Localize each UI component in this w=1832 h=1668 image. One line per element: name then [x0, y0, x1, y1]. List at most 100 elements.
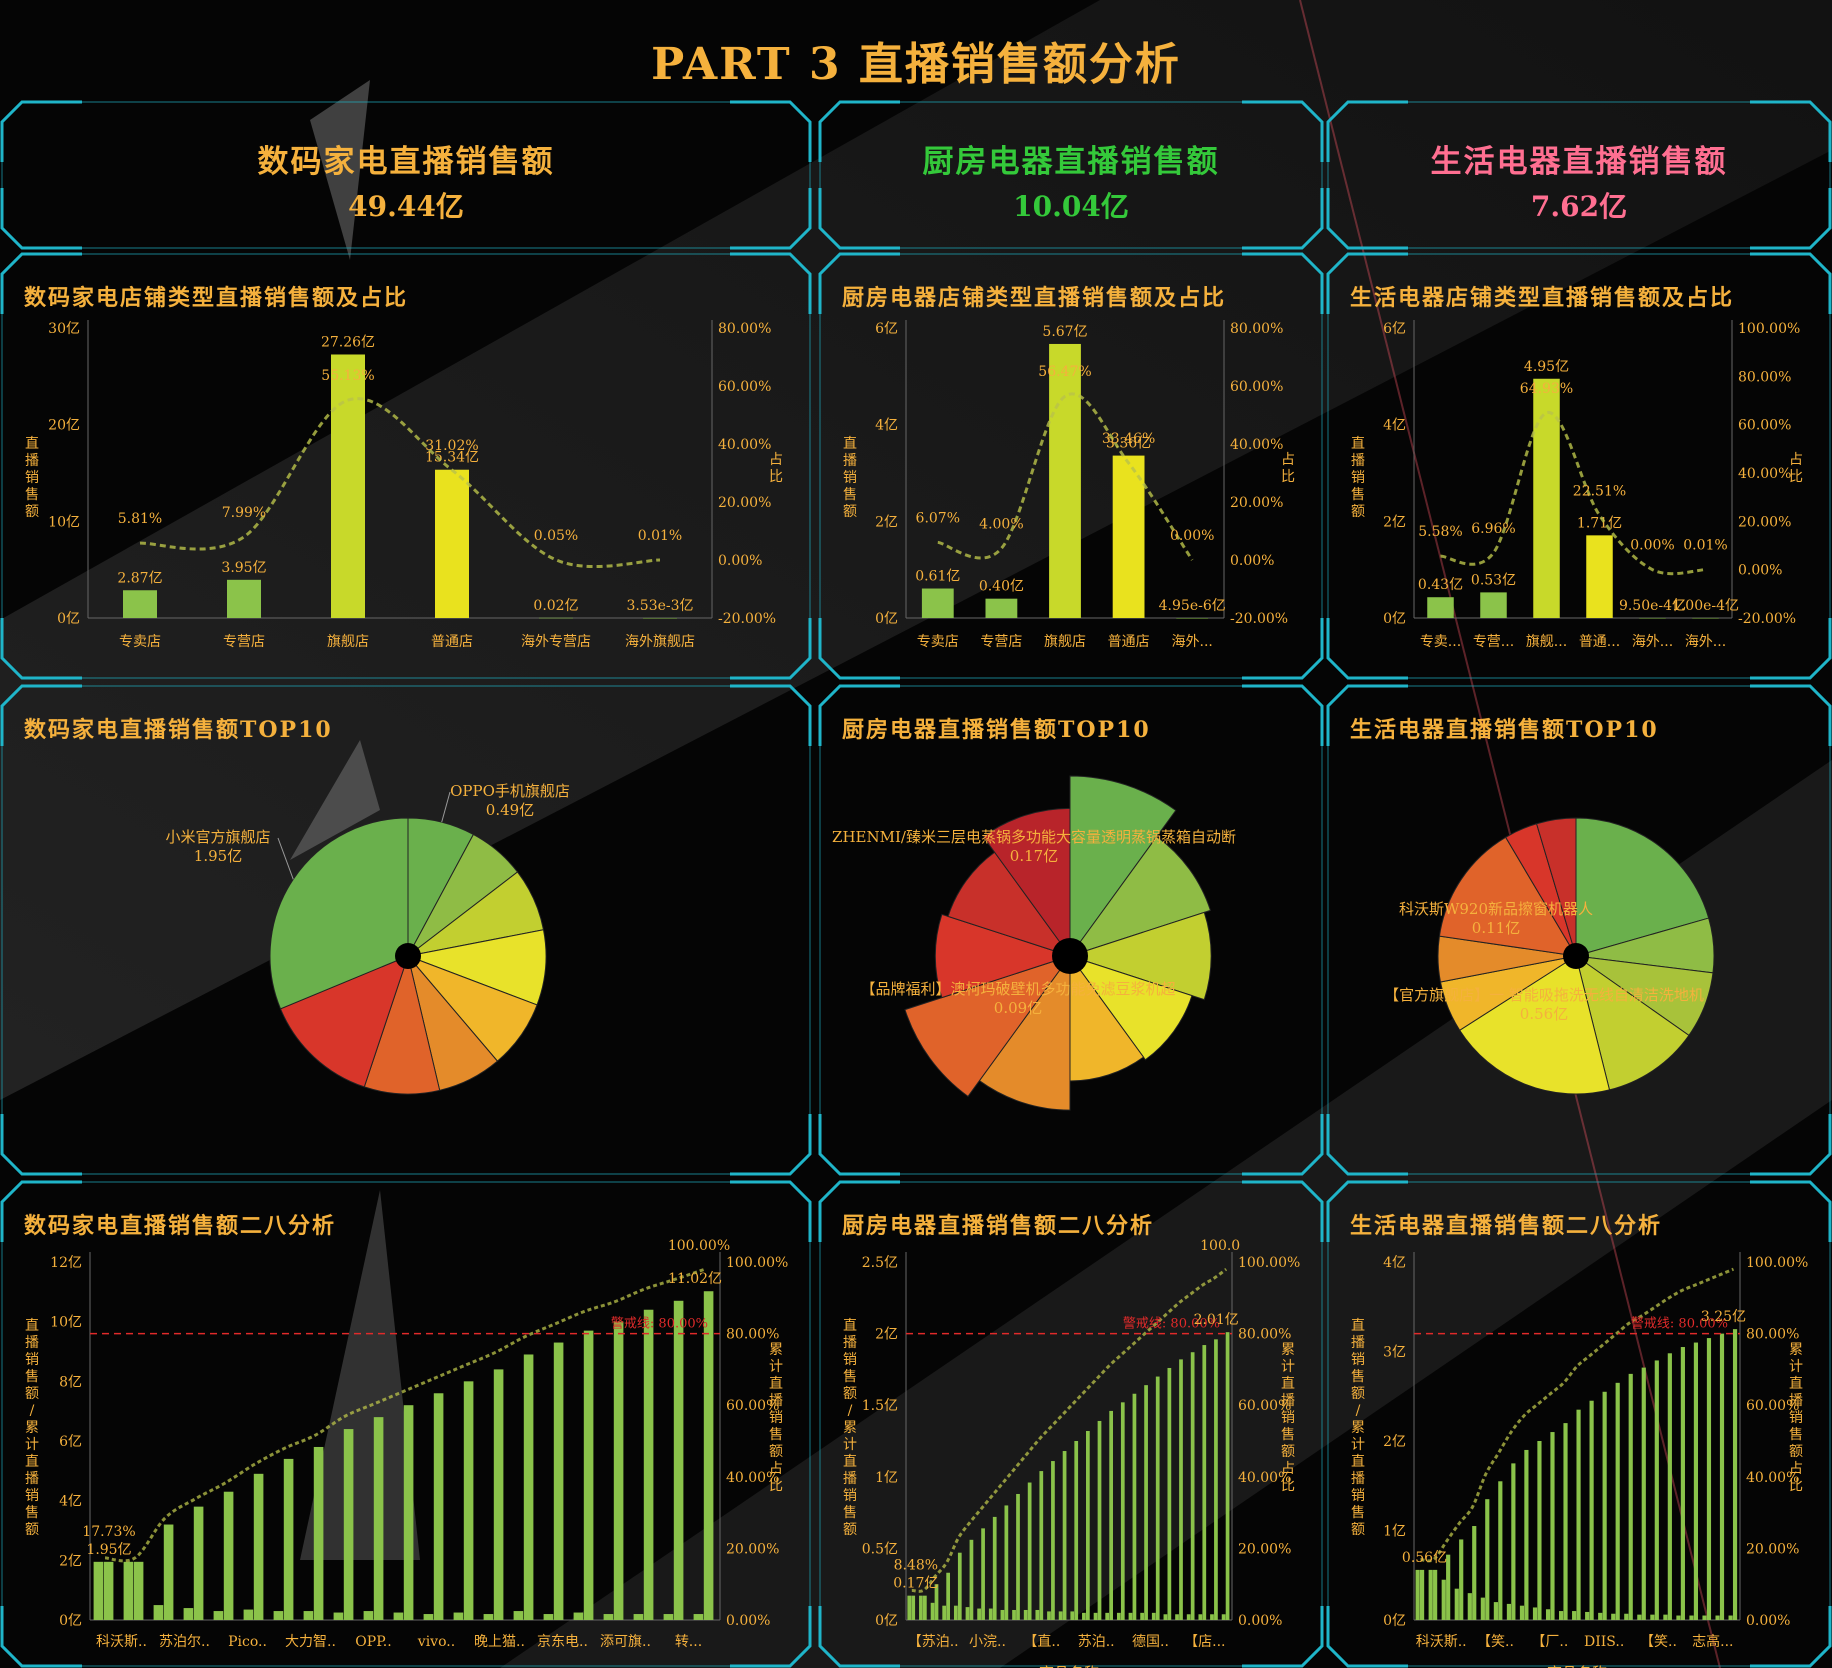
- y2-axis-title: 累: [769, 1342, 783, 1358]
- kpi-value: 49.44亿: [348, 190, 464, 223]
- single-bar: [183, 1608, 194, 1620]
- pie-slice: [1069, 954, 1145, 1082]
- bar: [1692, 617, 1719, 619]
- bar-value-label: 0.43亿: [1418, 577, 1463, 593]
- x-tick-label: 【直..: [1023, 1633, 1060, 1650]
- corner-accent: [0, 100, 82, 162]
- corner-accent: [1750, 1606, 1832, 1668]
- panel-frame: [818, 1180, 1324, 1668]
- single-bar: [363, 1611, 374, 1620]
- first-value-label: 0.17亿: [893, 1576, 938, 1592]
- slice-value-label: 0.49亿: [486, 801, 534, 819]
- panel-frame: [1326, 684, 1832, 1176]
- donut-hole: [1052, 938, 1088, 974]
- y-tick-label: 6亿: [59, 1434, 82, 1450]
- single-bar: [1012, 1609, 1016, 1620]
- single-bar: [1070, 1611, 1075, 1620]
- y-axis-title: 销: [1351, 1488, 1365, 1504]
- pie-slice: [279, 955, 409, 1088]
- y-tick-label: 6亿: [1383, 321, 1406, 337]
- single-bar: [1151, 1612, 1156, 1620]
- single-bar: [273, 1611, 284, 1620]
- cumulative-bar: [253, 1473, 264, 1620]
- y2-axis-title: 售: [769, 1427, 783, 1443]
- cumulative-bar: [493, 1369, 504, 1620]
- y-tick-label: 8亿: [59, 1374, 82, 1390]
- cumulative-bar: [934, 1584, 939, 1620]
- x-tick-label: 普通店: [1108, 634, 1150, 650]
- y2-axis-title: 直: [1281, 1375, 1295, 1392]
- x-tick-label: 转...: [675, 1634, 702, 1650]
- x-tick-label: 专营店: [223, 634, 265, 650]
- cumulative-bar: [1628, 1373, 1633, 1620]
- y-axis-title: 额: [1351, 504, 1365, 520]
- y-axis-title: 售: [1351, 1505, 1365, 1521]
- corner-accent: [1750, 252, 1832, 314]
- cumulative-bar: [433, 1393, 444, 1620]
- y2-tick-label: 80.00%: [1230, 321, 1283, 337]
- share-line: [139, 397, 661, 569]
- y2-tick-label: 80.00%: [726, 1327, 779, 1343]
- y-tick-label: 4亿: [875, 418, 898, 434]
- single-bar: [1467, 1593, 1472, 1620]
- y-axis-title: 售: [25, 1369, 39, 1385]
- corner-accent: [1326, 1606, 1408, 1668]
- pie-slice: [1069, 775, 1177, 958]
- y2-axis-title: 占: [769, 452, 783, 468]
- y-tick-label: 0亿: [875, 1613, 898, 1629]
- y2-tick-label: 20.00%: [1238, 1541, 1291, 1557]
- y2-tick-label: 100.00%: [1738, 321, 1800, 337]
- share-label: 22.51%: [1573, 483, 1626, 499]
- x-tick-label: 海外...: [1172, 634, 1213, 650]
- y-axis-title: 售: [25, 487, 39, 503]
- y2-axis-title: 占: [769, 1461, 783, 1477]
- y-axis-title: 售: [843, 487, 857, 503]
- panel-title: 生活电器直播销售额二八分析: [1350, 1213, 1663, 1239]
- kpi-label: 数码家电直播销售额: [257, 144, 555, 180]
- combo-chart: 0亿 2亿 4亿 6亿 -20.00% 0.00% 20.00% 40.00% 60.00% 80…: [1351, 320, 1803, 650]
- pareto-chart-panel: 厨房电器直播销售额二八分析 0亿 0.5亿 1亿 1.5亿 2亿 2.5亿 0.00% 20.0…: [818, 1180, 1324, 1668]
- bar-value-label: 3.95亿: [221, 560, 266, 576]
- single-bar: [393, 1612, 404, 1620]
- single-bar: [1624, 1613, 1629, 1620]
- y-axis-title: 累: [843, 1420, 857, 1436]
- slice-name-label: 【官方旗舰店】一 智能吸拖洗无线自清洁洗地机: [1384, 986, 1704, 1004]
- single-bar: [543, 1614, 554, 1620]
- panel-frame: [0, 100, 812, 250]
- last-pct-label: 100.0: [1200, 1238, 1240, 1254]
- x-tick-label: 海外专营店: [521, 634, 591, 650]
- cumulative-bar: [1485, 1499, 1490, 1620]
- bar-value-label: 1.71亿: [1577, 515, 1622, 531]
- combo-chart-panel: 生活电器店铺类型直播销售额及占比 0亿 2亿 4亿 6亿 -20.00% 0.00% 20.0…: [1326, 252, 1832, 680]
- x-tick-label: 普通店: [431, 634, 473, 650]
- cumulative-bar: [1225, 1332, 1230, 1620]
- single-bar: [243, 1609, 254, 1620]
- x-tick-label: 专营店: [980, 634, 1022, 650]
- cumulative-bar: [1039, 1471, 1044, 1620]
- y-tick-label: 0亿: [875, 611, 898, 627]
- y2-tick-label: 20.00%: [718, 495, 771, 511]
- share-line: [937, 392, 1194, 561]
- bar: [1176, 617, 1209, 619]
- y2-tick-label: 40.00%: [1238, 1470, 1291, 1486]
- single-bar: [1175, 1614, 1179, 1620]
- pareto-chart: 0亿 0.5亿 1亿 1.5亿 2亿 2.5亿 0.00% 20.00% 40.00% 60.00…: [843, 1238, 1300, 1668]
- bar-value-label: 0.53亿: [1471, 572, 1516, 588]
- cumulative-bar: [583, 1330, 594, 1620]
- share-label: 0.00%: [1170, 528, 1214, 544]
- y2-axis-title: 售: [1789, 1427, 1803, 1443]
- y-tick-label: 10亿: [50, 1315, 82, 1331]
- y2-tick-label: 60.00%: [1738, 418, 1791, 434]
- kpi-panel: 数码家电直播销售额 49.44亿: [0, 100, 812, 250]
- cumulative-bar: [1602, 1391, 1607, 1620]
- x-tick-label: 苏泊尔..: [159, 1634, 210, 1650]
- x-tick-label: 志高...: [1692, 1633, 1733, 1650]
- cumulative-bar: [403, 1405, 414, 1620]
- single-bar: [1035, 1609, 1040, 1620]
- y-axis-title: /: [30, 1403, 35, 1419]
- corner-accent: [1326, 252, 1408, 314]
- x-tick-label: 【店...: [1184, 1634, 1225, 1650]
- y-axis-title: 计: [1351, 1437, 1365, 1453]
